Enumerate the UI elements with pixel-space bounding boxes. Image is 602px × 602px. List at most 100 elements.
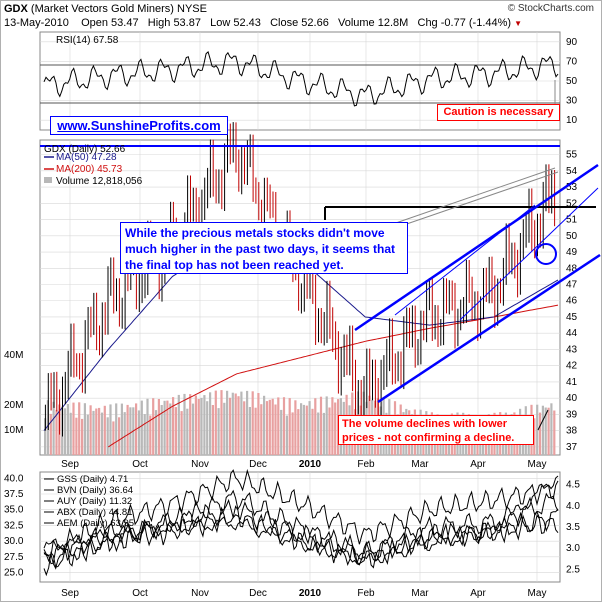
price-tick-label: 49 xyxy=(566,247,578,258)
volume-bar xyxy=(149,415,152,455)
volume-bar xyxy=(49,413,52,455)
watermark-link[interactable]: www.SunshineProfits.com xyxy=(50,116,228,135)
ma50-legend: MA(50) 47.28 xyxy=(56,152,117,163)
highlight-circle xyxy=(535,243,557,265)
volume-bar xyxy=(143,414,146,455)
price-tick-label: 54 xyxy=(566,166,578,177)
volume-bar xyxy=(177,394,180,455)
volume-bar xyxy=(294,400,297,455)
low-label: Low xyxy=(210,17,231,29)
volume-bar xyxy=(541,405,544,455)
price-x-label: Mar xyxy=(411,459,429,470)
volume-tick-label: 20M xyxy=(4,400,23,411)
price-tick-label: 40 xyxy=(566,393,578,404)
volume-bar xyxy=(180,411,183,455)
volume-bar xyxy=(547,407,550,455)
comparison-x-label: Sep xyxy=(61,588,79,599)
callout-pointer-a xyxy=(389,167,556,226)
price-x-labels: Sep Oct Nov Dec 2010 Feb Mar Apr May xyxy=(61,459,546,470)
volume-bar xyxy=(302,404,305,455)
volume-bar xyxy=(63,408,67,455)
comparison-legend-label: GSS (Daily) 4.71 xyxy=(57,474,128,485)
top-comment: While the precious metals stocks didn't … xyxy=(120,222,408,274)
volume-bar xyxy=(203,395,206,455)
volume-bar xyxy=(223,402,226,455)
volume-bar xyxy=(234,393,237,455)
price-tick-label: 52 xyxy=(566,198,578,209)
comparison-legend-label: BVN (Daily) 36.64 xyxy=(57,485,133,496)
volume-bar xyxy=(308,401,311,455)
volume-comment: The volume declines with lower prices - … xyxy=(338,415,534,445)
volume-bar xyxy=(214,390,217,455)
price-tick-label: 41 xyxy=(566,377,578,388)
chg-value: -0.77 (-1.44%) xyxy=(440,17,512,29)
close-label: Close xyxy=(270,17,299,29)
volume-bar xyxy=(106,417,109,455)
channel-inner-line-2 xyxy=(394,204,536,316)
volume-bar xyxy=(285,415,288,455)
channel-lower-line xyxy=(377,253,601,404)
comparison-x-label: Dec xyxy=(249,588,267,599)
volume-bar xyxy=(217,408,220,455)
volume-bar xyxy=(86,414,89,455)
volume-bar xyxy=(300,403,303,455)
volume-bar xyxy=(206,401,209,455)
comparison-legend-label: ABX (Daily) 44.81 xyxy=(57,507,133,518)
volume-bar xyxy=(129,407,132,455)
rsi-tick-label: 50 xyxy=(566,76,578,87)
volume-bar xyxy=(100,412,104,455)
price-panel xyxy=(39,139,561,456)
volume-bar xyxy=(536,404,539,455)
price-tick-label: 46 xyxy=(566,296,578,307)
price-x-label: Sep xyxy=(61,459,79,470)
rsi-tick-label: 90 xyxy=(566,37,578,48)
volume-bar xyxy=(109,404,112,455)
volume-bar xyxy=(288,398,291,455)
comparison-left-tick: 37.5 xyxy=(4,489,24,500)
volume-bar xyxy=(538,412,542,455)
volume-bar xyxy=(226,390,229,455)
down-arrow-icon: ▼ xyxy=(514,19,523,28)
volume-bar xyxy=(55,409,58,455)
price-ticks: 55 54 53 52 51 50 49 48 47 46 45 44 43 42 41 40 39 38 37 xyxy=(566,150,578,453)
volume-bar xyxy=(260,404,263,455)
symbol: GDX xyxy=(4,3,28,15)
comparison-left-tick: 27.5 xyxy=(4,552,24,563)
chg-label: Chg xyxy=(417,17,438,29)
volume-bar xyxy=(282,397,286,455)
volume-bar xyxy=(78,402,81,455)
volume-bar xyxy=(172,397,175,455)
volume-legend: Volume 12,818,056 xyxy=(56,176,143,187)
volume-callout-pointer xyxy=(537,409,549,431)
volume-bar xyxy=(200,397,203,455)
price-x-label: May xyxy=(528,459,547,470)
volume-bar xyxy=(186,408,189,455)
volume-ticks: 40M 20M 10M xyxy=(4,350,23,436)
volume-bar xyxy=(331,397,334,455)
price-tick-label: 51 xyxy=(566,215,578,226)
volume-bar xyxy=(98,407,101,455)
callout-pointer-b xyxy=(394,171,559,229)
volume-bar xyxy=(297,409,300,455)
volume-bar xyxy=(325,396,328,455)
volume-value: 12.8M xyxy=(377,17,409,29)
price-tick-label: 55 xyxy=(566,150,578,161)
channel-inner-line xyxy=(459,187,599,321)
volume-bar xyxy=(533,418,536,455)
channel-upper-line xyxy=(354,163,599,332)
volume-bar xyxy=(550,403,553,455)
volume-bar xyxy=(317,412,320,455)
volume-bar xyxy=(152,398,155,455)
rsi-tick-label: 70 xyxy=(566,56,578,67)
volume-bar xyxy=(553,410,556,455)
comparison-x-label: Oct xyxy=(132,588,148,599)
rsi-ticks: 90 70 50 30 10 xyxy=(566,37,578,126)
high-label: High xyxy=(147,17,171,29)
volume-bar xyxy=(322,412,325,455)
open-label: Open xyxy=(81,17,108,29)
price-x-label: 2010 xyxy=(299,459,322,470)
volume-bar xyxy=(211,405,214,455)
volume-bar xyxy=(209,392,212,455)
price-x-label: Oct xyxy=(132,459,148,470)
